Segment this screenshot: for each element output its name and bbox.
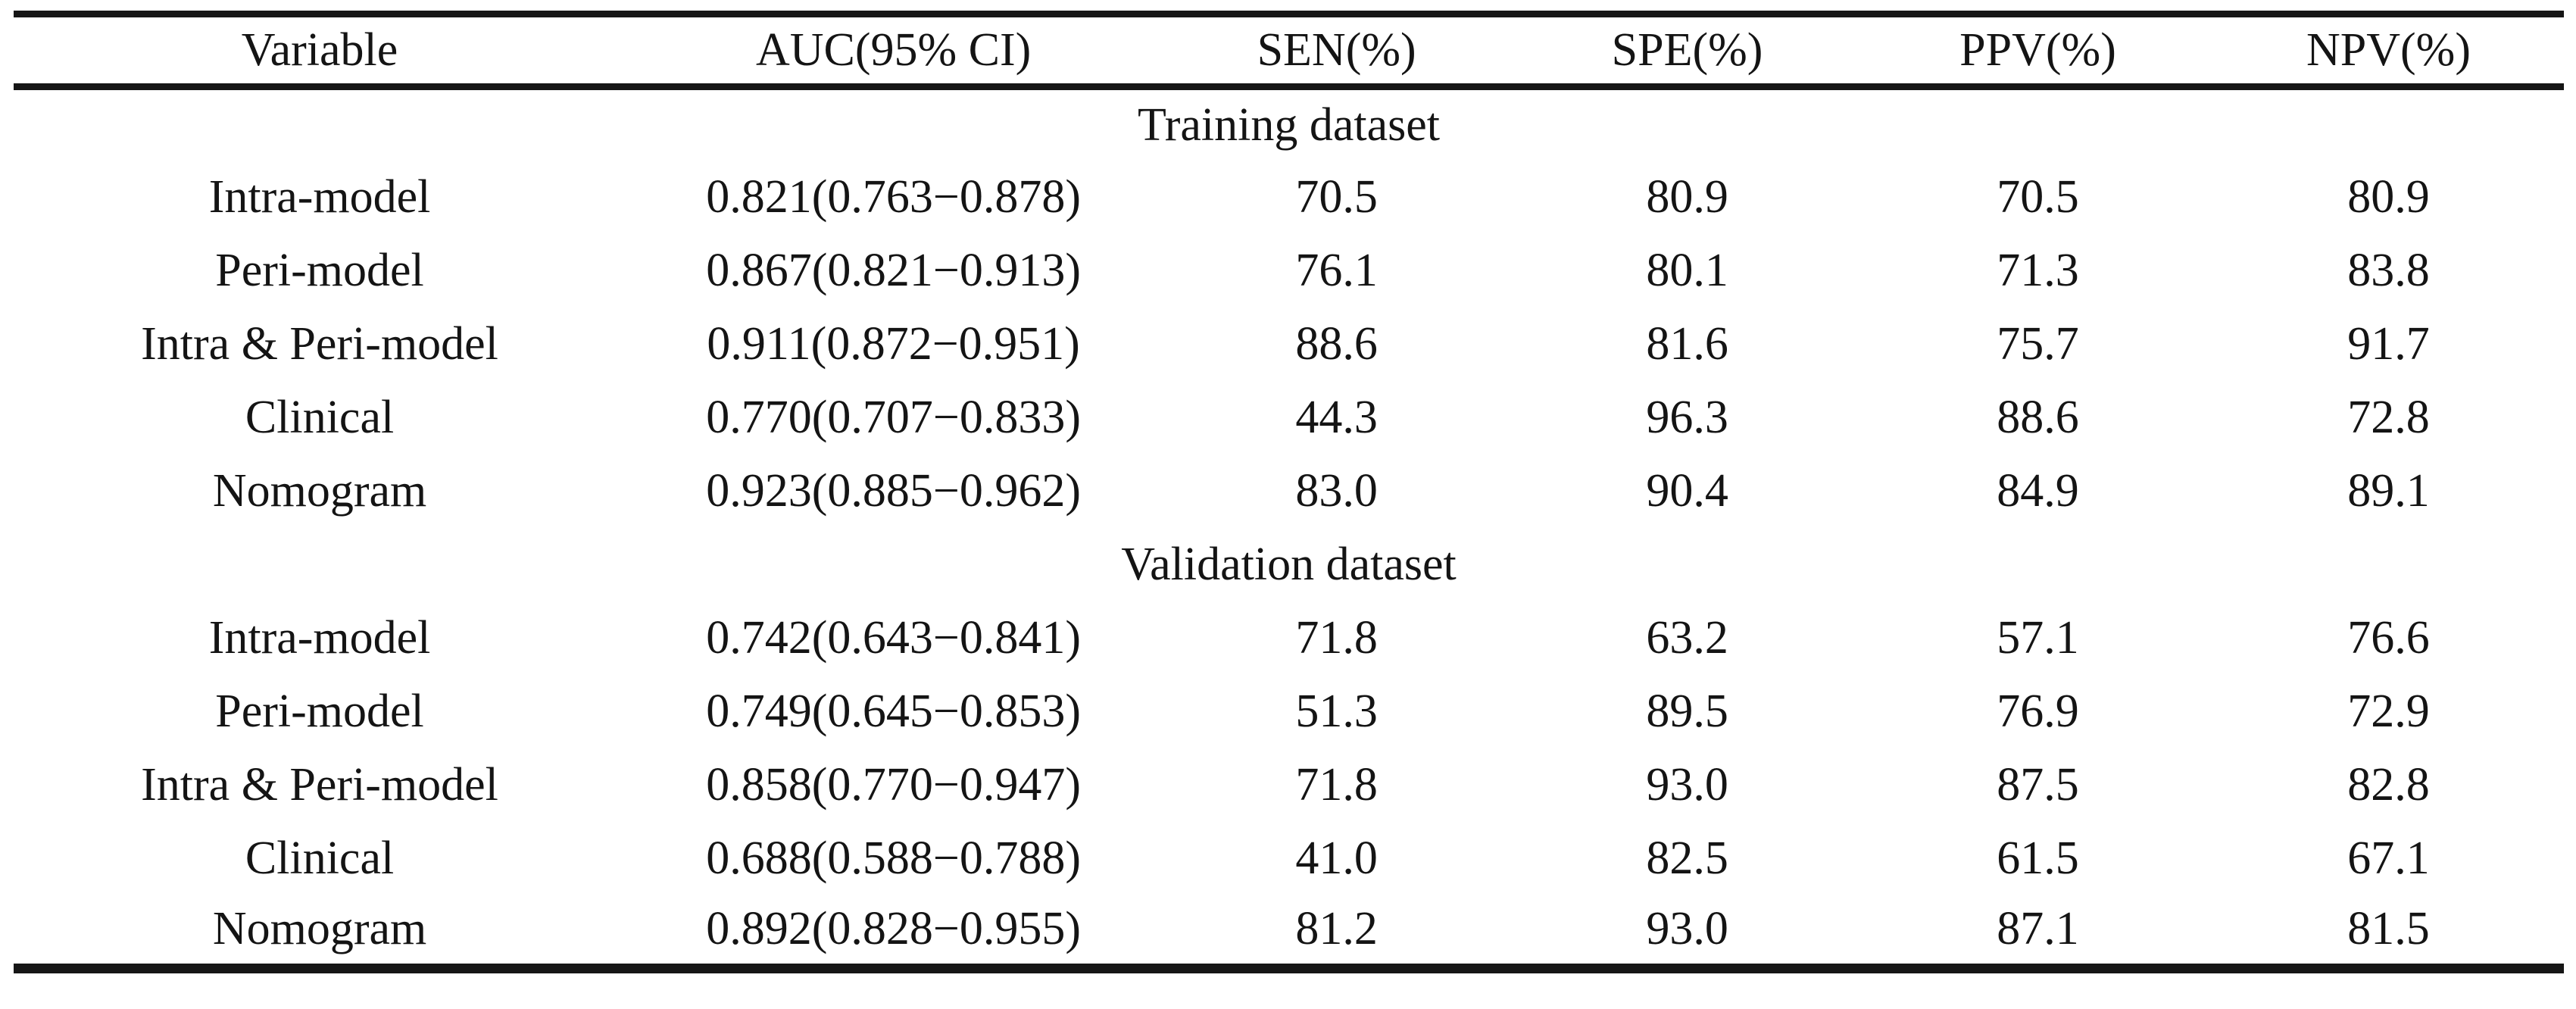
cell-variable: Peri-model [215, 685, 424, 737]
table-row: Nomogram 0.923(0.885−0.962) 83.0 90.4 84… [14, 455, 2564, 528]
table-row: Clinical 0.770(0.707−0.833) 44.3 96.3 88… [14, 381, 2564, 455]
section-label-training: Training dataset [1138, 98, 1440, 151]
cell-npv: 72.9 [2347, 685, 2430, 737]
table-row: Intra & Peri-model 0.858(0.770−0.947) 71… [14, 748, 2564, 822]
cell-ppv: 61.5 [1997, 832, 2079, 884]
cell-auc: 0.688(0.588−0.788) [706, 832, 1081, 884]
cell-auc: 0.911(0.872−0.951) [707, 317, 1080, 370]
cell-npv: 67.1 [2347, 832, 2430, 884]
cell-npv: 83.8 [2347, 244, 2430, 296]
table-row: Clinical 0.688(0.588−0.788) 41.0 82.5 61… [14, 822, 2564, 895]
cell-variable: Clinical [245, 391, 395, 443]
cell-spe: 93.0 [1646, 903, 1728, 955]
cell-ppv: 57.1 [1997, 611, 2079, 664]
column-header-npv: NPV(%) [2213, 14, 2564, 90]
section-row-training: Training dataset [14, 87, 2564, 161]
cell-auc: 0.858(0.770−0.947) [706, 758, 1081, 811]
cell-spe: 90.4 [1646, 464, 1728, 517]
cell-ppv: 75.7 [1997, 317, 2079, 370]
cell-ppv: 71.3 [1997, 244, 2079, 296]
cell-npv: 82.8 [2347, 758, 2430, 811]
cell-spe: 82.5 [1646, 832, 1728, 884]
cell-npv: 76.6 [2347, 611, 2430, 664]
cell-npv: 91.7 [2347, 317, 2430, 370]
cell-ppv: 87.1 [1997, 903, 2079, 955]
column-header-ppv: PPV(%) [1863, 14, 2213, 90]
cell-spe: 96.3 [1646, 391, 1728, 443]
table-header: Variable AUC(95% CI) SEN(%) SPE(%) PPV(%… [14, 14, 2564, 90]
column-header-spe: SPE(%) [1512, 14, 1863, 90]
cell-npv: 72.8 [2347, 391, 2430, 443]
cell-variable: Intra-model [208, 170, 431, 223]
cell-auc: 0.892(0.828−0.955) [706, 903, 1081, 955]
cell-sen: 71.8 [1295, 758, 1378, 811]
cell-npv: 81.5 [2347, 903, 2430, 955]
cell-variable: Nomogram [212, 464, 427, 517]
cell-spe: 80.1 [1646, 244, 1728, 296]
cell-auc: 0.867(0.821−0.913) [706, 244, 1081, 296]
results-table-container: Variable AUC(95% CI) SEN(%) SPE(%) PPV(%… [14, 11, 2564, 973]
table-body: Training dataset Intra-model 0.821(0.763… [14, 87, 2564, 969]
column-header-auc: AUC(95% CI) [626, 14, 1162, 90]
cell-spe: 80.9 [1646, 170, 1728, 223]
cell-npv: 80.9 [2347, 170, 2430, 223]
cell-ppv: 76.9 [1997, 685, 2079, 737]
cell-spe: 63.2 [1646, 611, 1728, 664]
cell-variable: Intra & Peri-model [141, 317, 498, 370]
column-header-sen: SEN(%) [1161, 14, 1513, 90]
cell-sen: 81.2 [1295, 903, 1378, 955]
table-row: Intra-model 0.821(0.763−0.878) 70.5 80.9… [14, 161, 2564, 234]
diagnostic-performance-table: Variable AUC(95% CI) SEN(%) SPE(%) PPV(%… [14, 11, 2564, 973]
cell-spe: 81.6 [1646, 317, 1728, 370]
cell-sen: 51.3 [1295, 685, 1378, 737]
cell-variable: Nomogram [212, 903, 427, 955]
cell-ppv: 87.5 [1997, 758, 2079, 811]
cell-variable: Clinical [245, 832, 395, 884]
table-row: Peri-model 0.867(0.821−0.913) 76.1 80.1 … [14, 234, 2564, 308]
cell-spe: 93.0 [1646, 758, 1728, 811]
cell-variable: Intra & Peri-model [141, 758, 498, 811]
cell-auc: 0.821(0.763−0.878) [706, 170, 1081, 223]
column-header-variable: Variable [14, 14, 626, 90]
table-row: Intra-model 0.742(0.643−0.841) 71.8 63.2… [14, 601, 2564, 675]
cell-spe: 89.5 [1646, 685, 1728, 737]
cell-variable: Intra-model [208, 611, 431, 664]
section-row-validation: Validation dataset [14, 528, 2564, 601]
cell-sen: 83.0 [1295, 464, 1378, 517]
table-row: Peri-model 0.749(0.645−0.853) 51.3 89.5 … [14, 675, 2564, 748]
cell-auc: 0.749(0.645−0.853) [706, 685, 1081, 737]
cell-auc: 0.770(0.707−0.833) [706, 391, 1081, 443]
section-label-validation: Validation dataset [1121, 538, 1457, 590]
cell-auc: 0.742(0.643−0.841) [706, 611, 1081, 664]
cell-sen: 44.3 [1295, 391, 1378, 443]
table-row: Intra & Peri-model 0.911(0.872−0.951) 88… [14, 308, 2564, 381]
cell-ppv: 84.9 [1997, 464, 2079, 517]
cell-sen: 76.1 [1295, 244, 1378, 296]
cell-ppv: 70.5 [1997, 170, 2079, 223]
cell-sen: 71.8 [1295, 611, 1378, 664]
cell-auc: 0.923(0.885−0.962) [706, 464, 1081, 517]
cell-sen: 70.5 [1295, 170, 1378, 223]
cell-sen: 41.0 [1295, 832, 1378, 884]
cell-ppv: 88.6 [1997, 391, 2079, 443]
cell-variable: Peri-model [215, 244, 424, 296]
table-header-row: Variable AUC(95% CI) SEN(%) SPE(%) PPV(%… [14, 14, 2564, 90]
cell-sen: 88.6 [1295, 317, 1378, 370]
cell-npv: 89.1 [2347, 464, 2430, 517]
table-row: Nomogram 0.892(0.828−0.955) 81.2 93.0 87… [14, 895, 2564, 969]
